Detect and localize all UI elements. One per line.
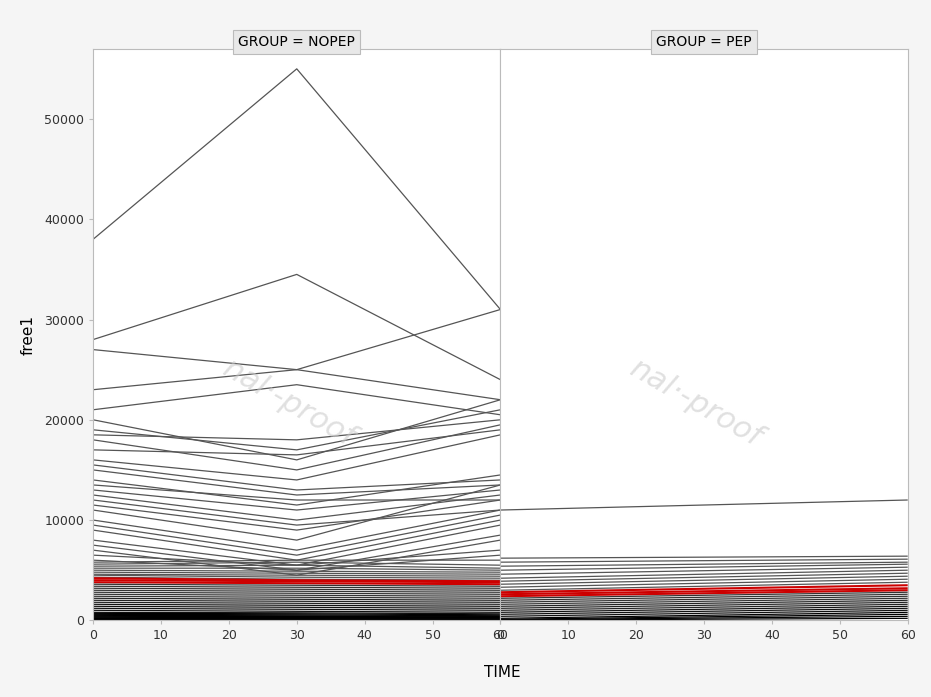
Text: GROUP = NOPEP: GROUP = NOPEP [238, 35, 356, 49]
Text: nal·-proof: nal·-proof [625, 354, 767, 452]
Y-axis label: free1: free1 [20, 314, 35, 355]
Text: TIME: TIME [484, 665, 521, 680]
Text: nal·-proof: nal·-proof [218, 354, 359, 452]
Text: GROUP = PEP: GROUP = PEP [656, 35, 752, 49]
